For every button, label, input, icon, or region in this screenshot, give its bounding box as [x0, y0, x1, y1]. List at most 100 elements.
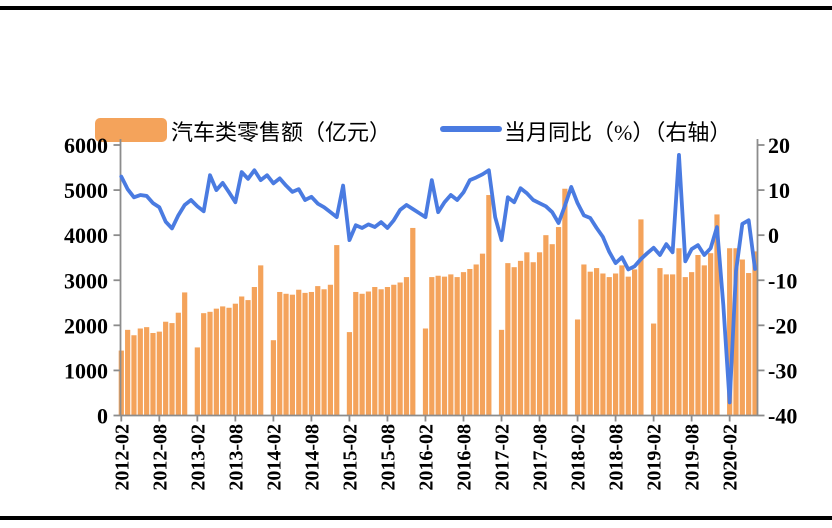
legend-bar-swatch [95, 118, 167, 142]
y-left-tick-label: 0 [97, 404, 108, 429]
bar-2019-02 [651, 323, 657, 416]
bar-2013-06 [220, 306, 226, 416]
bar-2014-02 [270, 340, 276, 416]
bar-2012-05 [137, 328, 143, 416]
y-right-tick-label: 20 [768, 133, 790, 158]
top-rule [0, 6, 832, 10]
x-tick-label: 2012-02 [111, 424, 133, 491]
bar-2014-12 [334, 245, 340, 416]
bar-2012-10 [169, 323, 175, 416]
bar-2017-07 [530, 262, 536, 416]
bar-2015-02 [346, 332, 353, 416]
bar-2018-02 [574, 319, 581, 416]
bar-2012-11 [175, 312, 181, 416]
legend-line-label: 当月同比（%）（右轴） [504, 120, 732, 145]
y-right-tick-label: 10 [768, 178, 790, 203]
bar-2015-07 [378, 289, 384, 416]
bar-2015-08 [384, 287, 391, 416]
bar-2013-11 [251, 287, 257, 416]
bar-2016-07 [454, 277, 460, 416]
bar-2015-05 [365, 291, 372, 416]
x-tick-label: 2020-02 [720, 424, 742, 491]
bar-2016-10 [473, 264, 479, 416]
x-tick-label: 2019-02 [644, 424, 666, 491]
bar-2017-11 [555, 227, 562, 416]
bar-2012-06 [144, 327, 150, 416]
bar-2018-12 [638, 219, 644, 416]
bar-2013-03 [201, 313, 207, 416]
bar-2015-12 [410, 227, 416, 416]
x-tick-label: 2013-08 [225, 424, 247, 491]
x-tick-label: 2014-08 [301, 424, 323, 491]
bar-2013-08 [232, 303, 238, 416]
bar-2015-09 [391, 284, 397, 416]
bar-2012-09 [163, 321, 169, 416]
bar-2012-07 [150, 333, 156, 416]
bar-2020-03 [733, 248, 739, 416]
bar-2016-09 [467, 268, 473, 416]
bar-2019-06 [676, 248, 682, 416]
y-left-tick-label: 3000 [64, 268, 108, 293]
bar-2018-10 [625, 276, 631, 416]
bar-2016-05 [441, 276, 448, 416]
bar-2018-04 [587, 271, 593, 416]
x-tick-label: 2018-08 [606, 424, 628, 491]
y-right-tick-label: 0 [768, 223, 779, 248]
bar-2017-09 [543, 235, 549, 416]
bar-2013-07 [226, 307, 232, 416]
x-tick-label: 2017-02 [492, 424, 514, 491]
bar-2019-07 [682, 277, 688, 416]
bar-2017-02 [498, 329, 505, 416]
bar-2019-11 [708, 253, 714, 416]
bar-2020-06 [752, 251, 758, 416]
x-tick-label: 2016-08 [453, 424, 475, 491]
bar-2019-08 [689, 272, 695, 416]
bar-2014-06 [296, 289, 302, 416]
bar-2018-06 [600, 273, 606, 416]
bar-2018-07 [606, 277, 612, 416]
bar-2014-03 [277, 291, 283, 416]
x-tick-label: 2016-02 [415, 424, 437, 491]
bar-2018-11 [632, 269, 638, 416]
bar-2019-12 [714, 214, 720, 416]
bar-2019-10 [701, 265, 707, 416]
bar-2014-04 [283, 293, 289, 416]
bar-2013-12 [258, 265, 264, 416]
bar-2017-08 [536, 252, 543, 416]
bar-2016-04 [435, 275, 441, 416]
bar-2014-05 [289, 294, 295, 416]
bar-2016-06 [448, 274, 454, 416]
y-left-tick-label: 6000 [64, 133, 108, 158]
x-tick-label: 2015-02 [339, 424, 361, 491]
y-left-tick-label: 4000 [64, 223, 108, 248]
bar-2015-11 [403, 277, 410, 416]
y-right-tick-label: -40 [768, 404, 797, 429]
bar-2016-12 [486, 195, 492, 416]
x-tick-label: 2014-02 [263, 424, 285, 491]
bar-2020-02 [727, 248, 733, 416]
y-right-tick-label: -10 [768, 268, 797, 293]
x-tick-label: 2019-08 [682, 424, 704, 491]
bar-2016-11 [479, 253, 486, 416]
bar-2013-09 [239, 296, 245, 416]
bar-2015-03 [353, 291, 359, 416]
x-tick-label: 2017-08 [530, 424, 552, 491]
y-right-tick-label: -30 [768, 358, 797, 383]
bar-2014-08 [308, 291, 315, 416]
bar-2013-10 [245, 300, 251, 416]
y-left-tick-label: 5000 [64, 178, 108, 203]
legend: 汽车类零售额（亿元） 当月同比（%）（右轴） [0, 56, 832, 145]
bar-2014-09 [315, 286, 321, 416]
x-tick-label: 2018-02 [568, 424, 590, 491]
bar-2017-04 [511, 267, 517, 416]
bar-2016-03 [429, 277, 435, 416]
bar-2012-04 [131, 335, 137, 416]
legend-line-swatch [440, 126, 502, 132]
bar-2018-05 [593, 268, 600, 416]
bar-2020-04 [739, 259, 745, 416]
x-tick-label: 2015-08 [377, 424, 399, 491]
bar-2019-09 [695, 255, 701, 416]
bar-2017-05 [517, 260, 524, 416]
bar-2016-08 [460, 272, 467, 416]
